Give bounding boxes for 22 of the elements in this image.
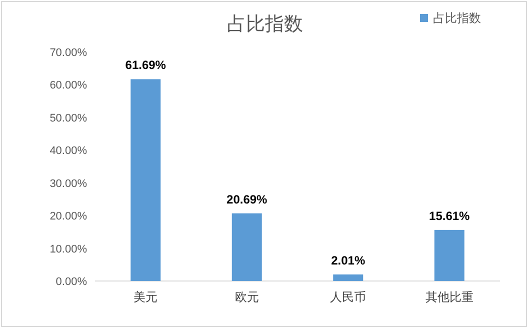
bar	[130, 79, 161, 281]
data-label: 2.01%	[331, 253, 366, 268]
data-label: 15.61%	[429, 208, 470, 223]
x-tick-label: 欧元	[234, 290, 259, 304]
x-tick-label: 其他比重	[425, 290, 474, 304]
data-label: 61.69%	[125, 58, 166, 72]
x-tick-label: 美元	[134, 290, 158, 304]
y-tick-label: 20.00%	[50, 210, 88, 223]
y-tick-label: 10.00%	[50, 243, 88, 256]
chart-title: 占比指数	[227, 14, 303, 35]
y-tick-label: 50.00%	[50, 112, 88, 124]
data-label: 20.69%	[226, 192, 268, 206]
x-tick-label: 人民币	[330, 290, 366, 304]
y-tick-label: 60.00%	[50, 80, 88, 92]
y-tick-label: 30.00%	[50, 178, 88, 190]
bar	[232, 213, 262, 281]
y-tick-label: 40.00%	[50, 145, 88, 158]
legend-label: 占比指数	[433, 11, 481, 25]
y-tick-label: 70.00%	[50, 47, 88, 59]
bar	[333, 274, 364, 281]
y-tick-label: 0.00%	[56, 276, 88, 288]
bar	[434, 230, 464, 281]
